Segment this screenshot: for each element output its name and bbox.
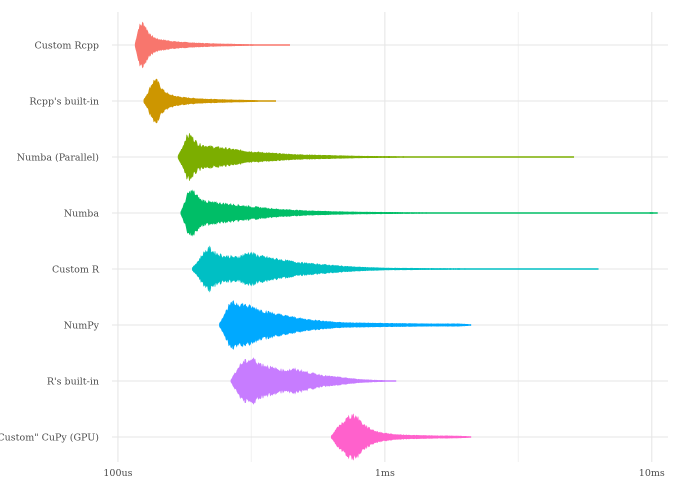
x-tick-label: 100us [103, 468, 132, 479]
violin-layer [134, 21, 658, 461]
y-category-label: Rcpp's built-in [29, 97, 99, 108]
y-category-label: Numba (Parallel) [17, 153, 99, 164]
y-category-label: "Custom" CuPy (GPU) [0, 433, 99, 444]
violin-numba-parallel [177, 133, 575, 181]
x-axis-labels: 100us 1ms 10ms [103, 468, 665, 479]
violin-custom-cupy-gpu [331, 413, 472, 461]
violin-numpy [219, 300, 472, 350]
x-tick-label: 1ms [375, 468, 395, 479]
y-axis-labels: Custom Rcpp Rcpp's built-in Numba (Paralle… [0, 41, 100, 444]
violin-custom-r [192, 245, 599, 293]
y-category-label: Numba [64, 209, 100, 220]
violin-numba [180, 189, 658, 237]
y-category-label: Custom Rcpp [35, 41, 99, 52]
y-category-label: NumPy [64, 321, 100, 332]
y-category-label: R's built-in [47, 377, 99, 388]
y-category-label: Custom R [52, 265, 100, 276]
violin-r-s-built-in [230, 357, 397, 405]
grid-layer [112, 12, 668, 462]
x-tick-label: 10ms [639, 468, 665, 479]
violin-rcpp-s-built-in [143, 78, 277, 124]
violin-custom-rcpp [134, 21, 290, 69]
